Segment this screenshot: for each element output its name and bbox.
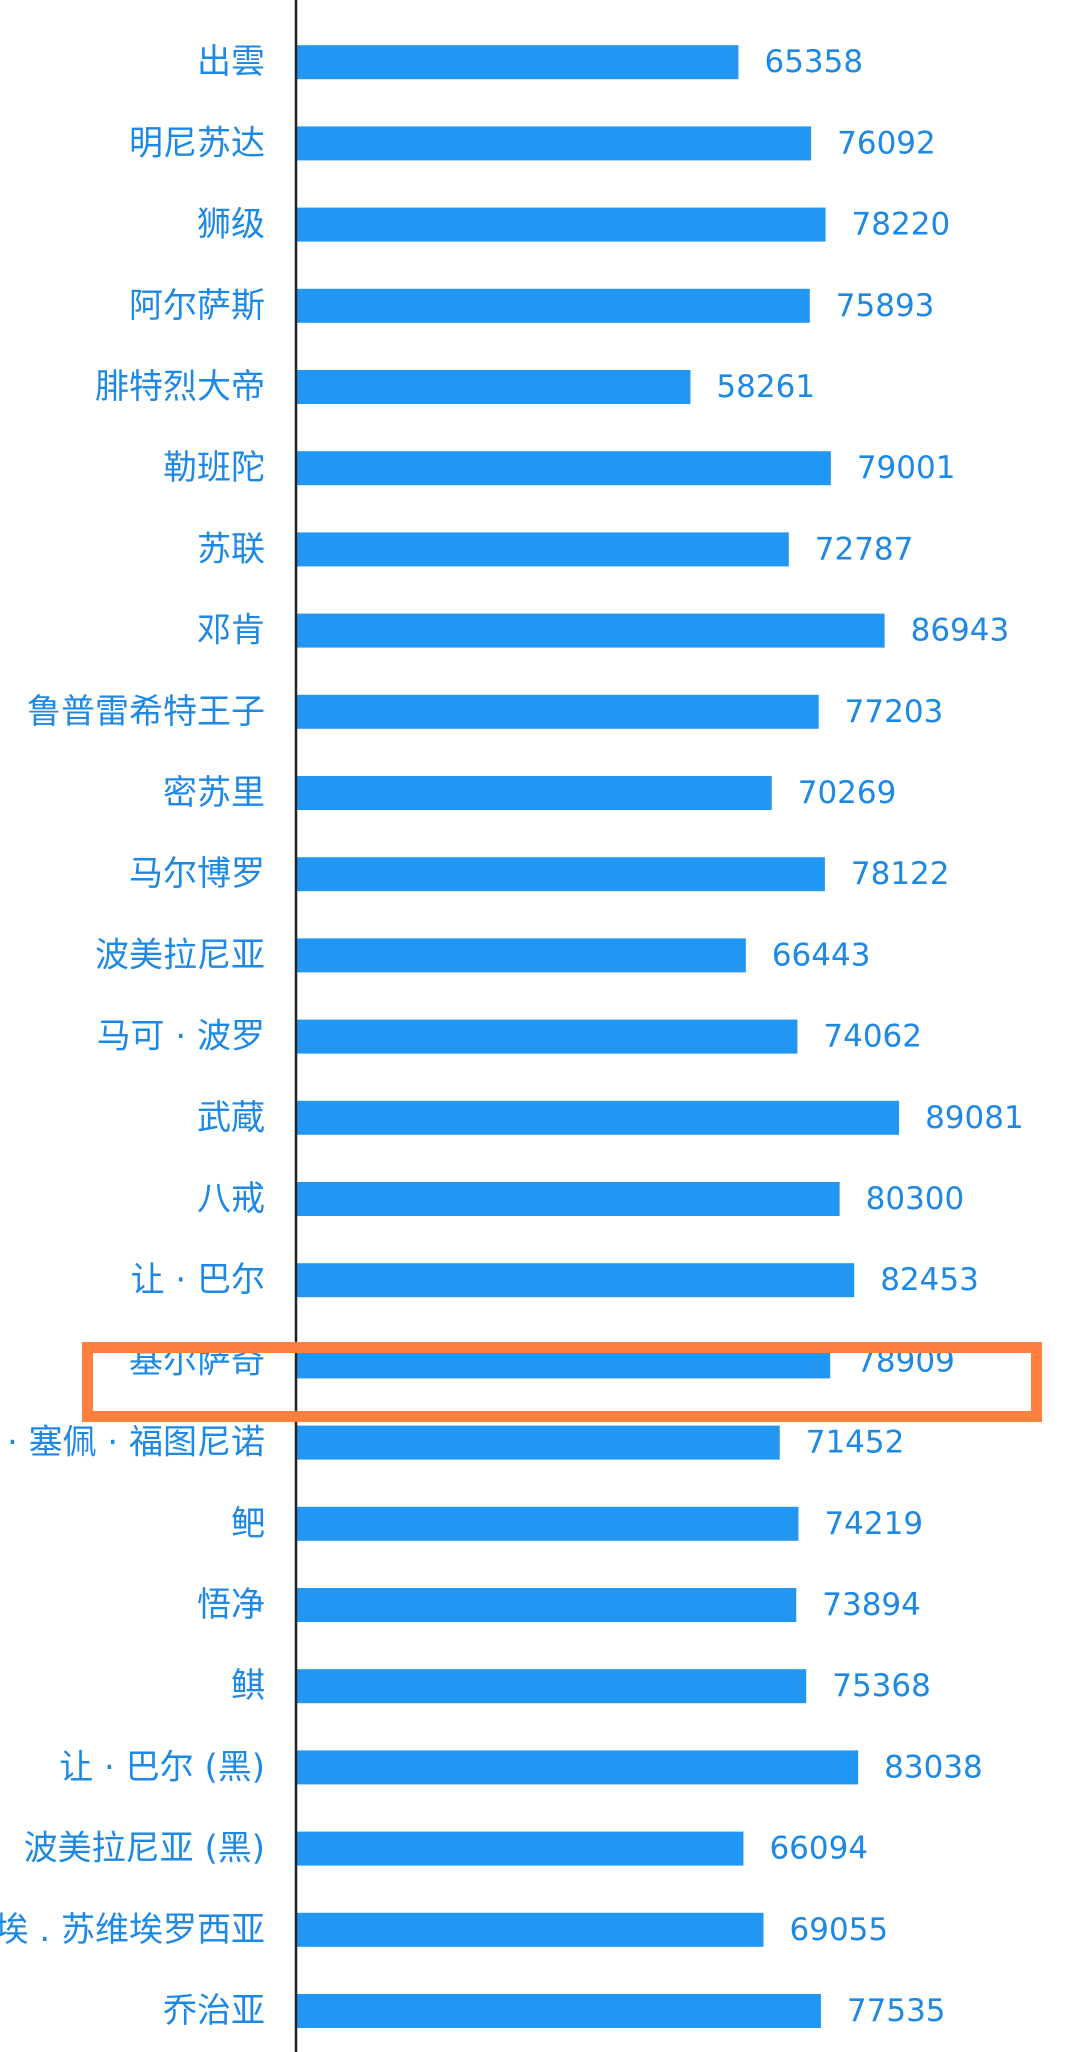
value-label-25: 77535: [847, 1993, 946, 2029]
value-label-6: 79001: [857, 450, 956, 486]
value-label-22: 83038: [884, 1749, 983, 1785]
bar-16: [296, 1263, 855, 1298]
category-label-25: 乔治亚: [163, 1991, 265, 2031]
bar-11: [296, 857, 825, 892]
category-label-22: 让 · 巴尔 (黑): [59, 1747, 265, 1787]
category-label-13: 马可 · 波罗: [97, 1017, 265, 1057]
bar-4: [296, 288, 810, 323]
category-label-14: 武蔵: [197, 1098, 265, 1138]
category-label-8: 邓肯: [197, 611, 265, 651]
bar-10: [296, 776, 772, 810]
value-label-14: 89081: [925, 1100, 1024, 1136]
value-label-2: 76092: [837, 125, 936, 161]
value-label-1: 65358: [764, 44, 863, 80]
bar-9: [296, 694, 819, 729]
bar-3: [296, 207, 826, 242]
category-label-11: 马尔博罗: [129, 854, 265, 894]
category-label-4: 阿尔萨斯: [129, 286, 265, 326]
bar-12: [296, 938, 746, 973]
category-label-3: 狮级: [197, 205, 265, 245]
value-label-21: 75368: [832, 1668, 931, 1704]
category-label-24: 苏维埃 . 苏维埃罗西亚: [0, 1910, 265, 1950]
value-label-13: 74062: [823, 1019, 922, 1055]
bars-layer: [296, 45, 900, 2028]
category-label-15: 八戒: [197, 1179, 265, 1219]
bar-15: [296, 1182, 840, 1216]
bar-6: [296, 451, 831, 486]
value-label-7: 72787: [815, 531, 914, 567]
category-label-21: 鲯: [231, 1666, 265, 1706]
value-label-18: 71452: [806, 1425, 905, 1461]
category-label-19: 鲃: [231, 1504, 265, 1544]
bar-8: [296, 613, 885, 648]
bar-18: [296, 1425, 780, 1460]
bar-7: [296, 532, 789, 567]
value-label-20: 73894: [822, 1587, 921, 1623]
category-label-18: 维托里奥 · 库尼贝蒂 · 塞佩 · 福图尼诺: [0, 1423, 265, 1463]
value-label-9: 77203: [845, 694, 944, 730]
value-label-4: 75893: [836, 288, 935, 324]
bar-14: [296, 1100, 900, 1135]
category-label-7: 苏联: [197, 529, 265, 569]
value-label-12: 66443: [772, 937, 871, 973]
category-label-17: 基尔萨奇: [129, 1341, 265, 1381]
bar-24: [296, 1912, 764, 1947]
value-label-11: 78122: [851, 856, 950, 892]
value-label-24: 69055: [790, 1912, 889, 1948]
bar-19: [296, 1506, 799, 1541]
category-label-2: 明尼苏达: [129, 123, 265, 163]
bar-2: [296, 126, 812, 161]
category-label-5: 腓特烈大帝: [95, 367, 265, 407]
bar-25: [296, 1994, 821, 2028]
bar-17: [296, 1344, 831, 1379]
category-label-12: 波美拉尼亚: [95, 935, 265, 975]
value-label-3: 78220: [852, 207, 951, 243]
bar-5: [296, 370, 691, 404]
category-label-1: 出雲: [197, 42, 265, 82]
category-label-6: 勒班陀: [163, 448, 265, 488]
value-label-19: 74219: [824, 1506, 923, 1542]
value-label-5: 58261: [716, 369, 815, 405]
bar-21: [296, 1669, 807, 1704]
bar-23: [296, 1831, 744, 1866]
labels-layer: 65753依阿华65358出雲76092明尼苏达78220狮级75893阿尔萨斯…: [0, 0, 1024, 2031]
value-label-16: 82453: [880, 1262, 979, 1298]
value-label-15: 80300: [866, 1181, 965, 1217]
bar-1: [296, 45, 739, 80]
category-label-16: 让 · 巴尔: [131, 1260, 265, 1300]
bar-22: [296, 1750, 859, 1785]
category-label-23: 波美拉尼亚 (黑): [24, 1829, 265, 1869]
category-label-20: 悟净: [197, 1585, 265, 1625]
value-label-17: 78909: [856, 1343, 955, 1379]
bar-20: [296, 1588, 797, 1622]
value-label-10: 70269: [798, 775, 897, 811]
category-label-10: 密苏里: [163, 773, 265, 813]
value-label-23: 66094: [769, 1831, 868, 1867]
value-label-8: 86943: [911, 613, 1010, 649]
category-label-9: 鲁普雷希特王子: [27, 692, 265, 732]
category-label-0: 依阿华: [163, 0, 265, 1]
bar-13: [296, 1019, 798, 1054]
